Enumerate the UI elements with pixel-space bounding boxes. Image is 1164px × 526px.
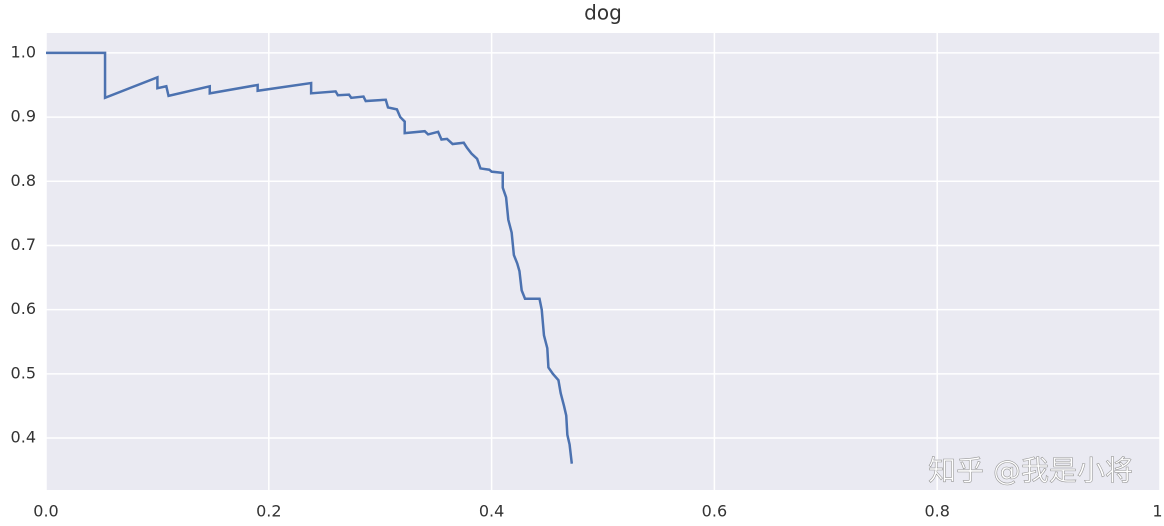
x-tick-label: 0.4 xyxy=(479,502,504,521)
y-tick-label: 0.6 xyxy=(11,299,36,318)
y-tick-label: 0.5 xyxy=(11,363,36,382)
chart-title: dog xyxy=(584,1,622,25)
y-tick-label: 0.9 xyxy=(11,107,36,126)
watermark: 知乎 @我是小将 xyxy=(928,454,1133,487)
x-tick-label: 1. xyxy=(1152,502,1164,521)
y-tick-label: 0.7 xyxy=(11,235,36,254)
y-tick-label: 0.8 xyxy=(11,171,36,190)
y-tick-label: 1.0 xyxy=(11,42,36,61)
line xyxy=(46,51,574,464)
x-tick-label: 0.0 xyxy=(33,502,58,521)
plot-background xyxy=(46,33,1160,490)
x-tick-label: 0.6 xyxy=(702,502,727,521)
y-tick-label: 0.4 xyxy=(11,428,36,447)
x-tick-label: 0.8 xyxy=(924,502,949,521)
x-tick-label: 0.2 xyxy=(256,502,281,521)
